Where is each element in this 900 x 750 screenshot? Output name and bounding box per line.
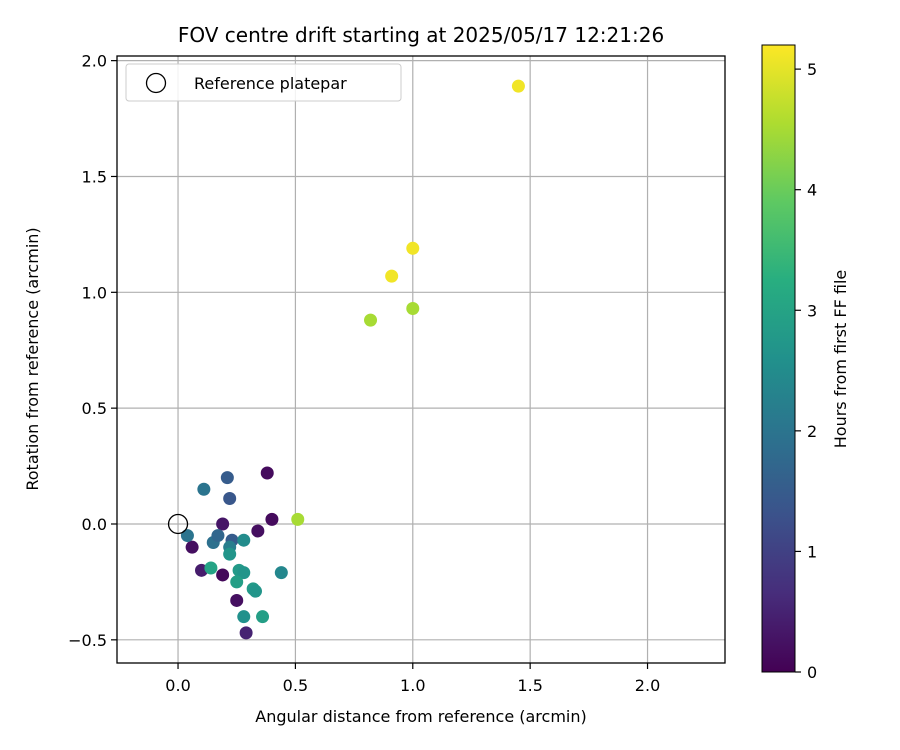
data-point (185, 540, 199, 554)
data-point (220, 471, 234, 485)
data-point (237, 566, 251, 580)
x-tick-label: 2.0 (635, 676, 660, 695)
legend-label-reference-platepar: Reference platepar (194, 74, 347, 93)
data-point (239, 626, 253, 640)
data-point (197, 482, 211, 496)
data-point (291, 512, 305, 526)
x-tick-label: 0.5 (283, 676, 308, 695)
legend-marker-reference-platepar (145, 72, 167, 94)
y-tick-label: −0.5 (68, 631, 107, 650)
data-point (230, 593, 244, 607)
data-point (237, 533, 251, 547)
colorbar-tick-label: 4 (807, 181, 817, 200)
data-point (211, 529, 225, 543)
x-tick-label: 1.5 (517, 676, 542, 695)
data-point (511, 79, 525, 93)
data-point (385, 269, 399, 283)
data-point (204, 561, 218, 575)
colorbar-label: Hours from first FF file (831, 270, 850, 449)
colorbar: 0 1 2 3 4 5 Hours from first FF file (761, 44, 850, 682)
colorbar-tick-label: 2 (807, 422, 817, 441)
reference-platepar-marker (167, 513, 189, 535)
data-point (216, 568, 230, 582)
x-axis-title: Angular distance from reference (arcmin) (255, 707, 586, 726)
y-tick-label: 0.0 (82, 515, 107, 534)
data-point (265, 512, 279, 526)
data-point (223, 547, 237, 561)
data-point (230, 575, 244, 589)
y-tick-label: 0.5 (82, 399, 107, 418)
data-point (237, 610, 251, 624)
y-tick-label: 2.0 (82, 52, 107, 71)
data-point (406, 302, 420, 316)
x-tick-label: 0.0 (165, 676, 190, 695)
data-point (223, 492, 237, 506)
y-tick-label: 1.0 (82, 283, 107, 302)
x-tick-label: 1.0 (400, 676, 425, 695)
data-point (256, 610, 270, 624)
plot-frame (116, 55, 726, 664)
y-tick-label: 1.5 (82, 167, 107, 186)
data-point (260, 466, 274, 480)
colorbar-tick-label: 3 (807, 301, 817, 320)
legend: Reference platepar (125, 63, 402, 102)
y-axis-title: Rotation from reference (arcmin) (23, 227, 42, 490)
data-point (406, 241, 420, 255)
data-point (216, 517, 230, 531)
colorbar-ticks: 0 1 2 3 4 5 (795, 60, 817, 682)
data-points (167, 79, 525, 640)
data-point (180, 529, 194, 543)
chart-title: FOV centre drift starting at 2025/05/17 … (178, 23, 664, 47)
data-point (251, 524, 265, 538)
data-point (364, 313, 378, 327)
colorbar-tick-label: 1 (807, 542, 817, 561)
legend-box (125, 63, 402, 102)
data-point (249, 584, 263, 598)
data-point (274, 566, 288, 580)
axis-ticks: 0.0 0.5 1.0 1.5 2.0 −0.5 0.0 0.5 1.0 1.5 2.0 (68, 52, 660, 695)
colorbar-tick-label: 0 (807, 663, 817, 682)
colorbar-tick-label: 5 (807, 60, 817, 79)
colorbar-gradient (761, 44, 796, 673)
